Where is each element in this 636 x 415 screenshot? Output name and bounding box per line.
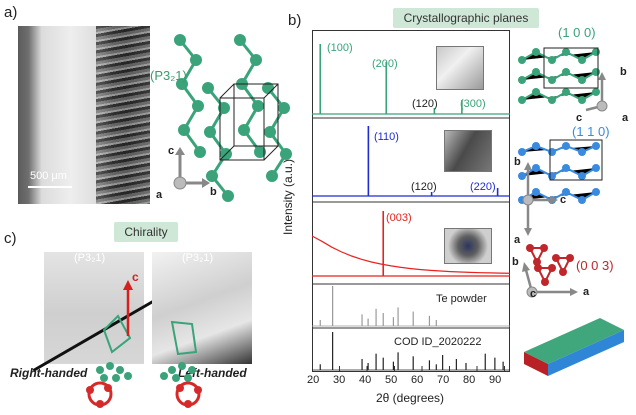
inset-photo-100 bbox=[436, 46, 484, 90]
ann-s1-200: (200) bbox=[372, 58, 398, 70]
space-group-label: (P3₂1) bbox=[150, 68, 187, 83]
x-tick-labels: 20 30 40 50 60 70 80 90 bbox=[307, 374, 510, 388]
scale-bar-label: 500 μm bbox=[30, 170, 67, 182]
b2-axis-b: b bbox=[514, 156, 521, 168]
b3-axis-a: a bbox=[583, 286, 590, 298]
x-axis-label: 2θ (degrees) bbox=[376, 391, 445, 405]
b2-axis-c: c bbox=[560, 194, 567, 206]
xrd-chart bbox=[312, 30, 510, 372]
axes-indicator-b2 bbox=[522, 162, 558, 236]
plane-100-label: (1 0 0) bbox=[558, 25, 596, 40]
panel-a-label: a) bbox=[4, 4, 18, 21]
c-axis-label: c bbox=[132, 270, 139, 284]
scale-bar bbox=[28, 186, 72, 188]
plane-110-label: (1 1 0) bbox=[572, 124, 610, 139]
axis-b-label: b bbox=[210, 186, 217, 198]
b1-axis-a: a bbox=[622, 112, 629, 124]
inset-photo-003 bbox=[444, 228, 492, 264]
ann-s2-110: (110) bbox=[374, 131, 399, 143]
panel-c-label: c) bbox=[4, 230, 17, 247]
axes-indicator-b3 bbox=[522, 262, 578, 298]
ann-s1-100: (100) bbox=[327, 42, 353, 54]
ann-s1-300: (300) bbox=[460, 98, 486, 110]
xtick-60: 60 bbox=[411, 374, 424, 386]
inset-photo-110 bbox=[444, 130, 492, 172]
ann-s2-220: (220) bbox=[470, 181, 496, 193]
etch-pit-left bbox=[102, 314, 132, 354]
etch-pit-right bbox=[170, 320, 198, 356]
space-group-left: (P3₂1) bbox=[74, 252, 106, 264]
right-handed-label: Right-handed bbox=[10, 366, 88, 380]
planes-title-badge: Crystallographic planes bbox=[393, 8, 539, 28]
axes-indicator-b1 bbox=[585, 72, 608, 112]
xtick-50: 50 bbox=[385, 374, 398, 386]
xtick-20: 20 bbox=[307, 374, 320, 386]
plane-100-diagram bbox=[518, 47, 600, 104]
c-axis-arrow bbox=[123, 280, 133, 336]
helix-left-handed bbox=[160, 362, 202, 408]
background-curve-003 bbox=[312, 235, 510, 274]
plane-003-diagram bbox=[526, 244, 574, 286]
etch-photo-left: (P3₂1) c bbox=[32, 252, 156, 372]
plane-003-label: (0 0 3) bbox=[576, 258, 614, 273]
axis-a-label: a bbox=[156, 189, 163, 201]
unit-cell-diagram bbox=[174, 34, 292, 202]
etch-photo-right: (P3₂1) bbox=[152, 252, 252, 364]
helix-right-handed bbox=[86, 362, 132, 408]
axis-c-label: c bbox=[168, 145, 175, 157]
space-group-right: (P3₂1) bbox=[182, 252, 214, 264]
ann-s3-003: (003) bbox=[386, 212, 412, 224]
panel-b-label: b) bbox=[288, 12, 302, 29]
crystal-block-3d bbox=[524, 318, 624, 376]
b3-axis-c: c bbox=[530, 288, 537, 300]
ann-te-powder: Te powder bbox=[436, 293, 487, 305]
crystal-photo: 500 μm bbox=[18, 26, 150, 204]
b1-axis-c: c bbox=[576, 112, 583, 124]
b2-axis-a: a bbox=[514, 234, 521, 246]
ann-cod-id: COD ID_2020222 bbox=[394, 336, 482, 348]
xtick-30: 30 bbox=[333, 374, 346, 386]
axes-indicator-a bbox=[173, 147, 210, 190]
xtick-90: 90 bbox=[489, 374, 502, 386]
xtick-80: 80 bbox=[463, 374, 476, 386]
ann-s2-120: (120) bbox=[411, 181, 437, 193]
chirality-title-badge: Chirality bbox=[114, 222, 178, 242]
y-axis-label: Intensity (a.u.) bbox=[281, 158, 295, 236]
ann-s1-120: (120) bbox=[412, 98, 438, 110]
b1-axis-b: b bbox=[620, 66, 627, 78]
plot-frame bbox=[312, 30, 510, 372]
xtick-70: 70 bbox=[437, 374, 450, 386]
b3-axis-b: b bbox=[512, 256, 519, 268]
xtick-40: 40 bbox=[359, 374, 372, 386]
y-axis-label-box: Intensity (a.u.) bbox=[276, 140, 296, 260]
